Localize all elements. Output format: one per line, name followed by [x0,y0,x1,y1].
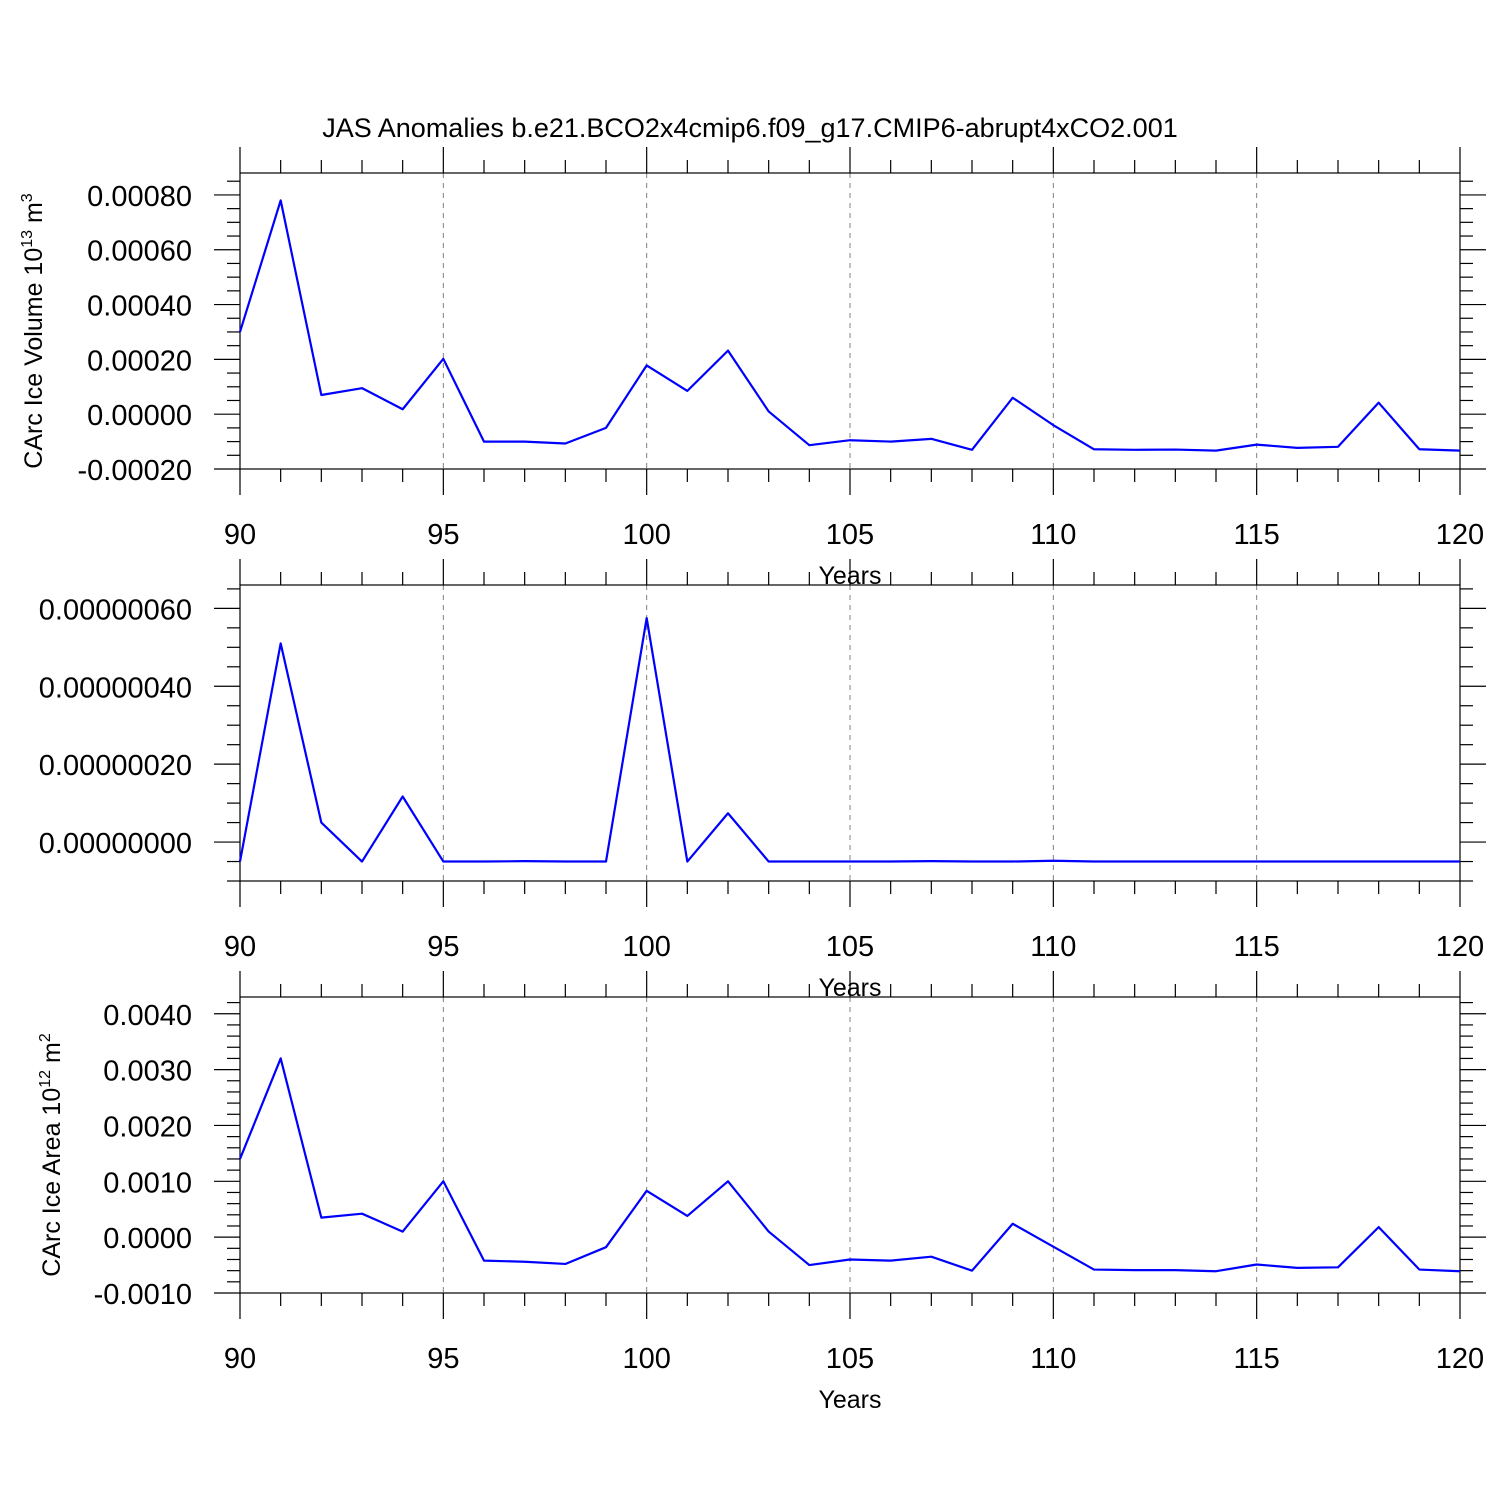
y-axis-title: CArc Ice Area 1012 m2 [37,1033,66,1277]
panel-3: 90 95 100 105 110 115 120 -0.0010 0.0000 0.0010 0.… [37,971,1486,1414]
y-tick-label: 0.00060 [87,236,192,268]
x-tick-label: 90 [224,931,256,963]
y-tick-label: 0.00020 [87,345,192,377]
x-tick-label: 115 [1234,519,1280,551]
x-tick-label: 105 [826,931,874,963]
panel-2: 90 95 100 105 110 115 120 0.00000000 0.00000020 0… [39,559,1486,1002]
main-title: JAS Anomalies b.e21.BCO2x4cmip6.f09_g17.… [322,113,1177,143]
y-axis-title-superscript: 2 [37,1033,54,1042]
x-tick-label: 90 [224,519,256,551]
y-tick-label: 0.00000060 [39,594,192,626]
y-tick-label: 0.00000 [87,400,192,432]
x-tick-label: 95 [427,519,459,551]
y-tick-label: 0.00000040 [39,672,192,704]
x-axis-title: Years [818,1386,881,1414]
x-tick-label: 105 [826,519,874,551]
y-tick-label: 0.00080 [87,181,192,213]
y-axis-title-superscript: 13 [19,230,36,248]
y-tick-label: 0.0030 [103,1056,192,1088]
y-tick-label: 0.0010 [103,1167,192,1199]
y-axis-title-superscript: 12 [37,1070,54,1088]
x-tick-label: 110 [1030,931,1076,963]
y-tick-label: 0.0040 [103,1000,192,1032]
y-tick-label: -0.00020 [78,455,193,487]
x-tick-label: 115 [1234,1343,1280,1375]
x-tick-label: 120 [1436,931,1484,963]
y-axis-title-text: CArc Ice Area 10 [38,1088,66,1277]
y-tick-label: -0.0010 [94,1279,192,1311]
x-tick-label: 100 [622,1343,670,1375]
x-tick-label: 105 [826,1343,874,1375]
y-tick-label: 0.0020 [103,1111,192,1143]
y-axis-title-text: m [38,1042,66,1070]
x-tick-label: 100 [622,519,670,551]
x-tick-label: 95 [427,1343,459,1375]
y-axis-title-text: m [20,202,48,230]
x-tick-label: 90 [224,1343,256,1375]
y-axis-title-text: CArc Ice Volume 10 [20,248,48,469]
x-tick-label: 100 [622,931,670,963]
x-tick-label: 110 [1030,1343,1076,1375]
x-tick-label: 95 [427,931,459,963]
y-axis-title-superscript: 3 [19,193,36,202]
plots: 90 95 100 105 110 115 120 -0.00020 0.00000 0.0002… [19,147,1486,1414]
y-tick-label: 0.00040 [87,291,192,323]
y-tick-label: 0.00000000 [39,828,192,860]
panel-1: 90 95 100 105 110 115 120 -0.00020 0.00000 0.0002… [19,147,1486,590]
x-tick-label: 120 [1436,1343,1484,1375]
x-tick-label: 120 [1436,519,1484,551]
x-tick-label: 110 [1030,519,1076,551]
y-axis-title: CArc Ice Volume 1013 m3 [19,193,48,469]
y-tick-label: 0.00000020 [39,750,192,782]
x-tick-label: 115 [1234,931,1280,963]
y-tick-label: 0.0000 [103,1223,192,1255]
